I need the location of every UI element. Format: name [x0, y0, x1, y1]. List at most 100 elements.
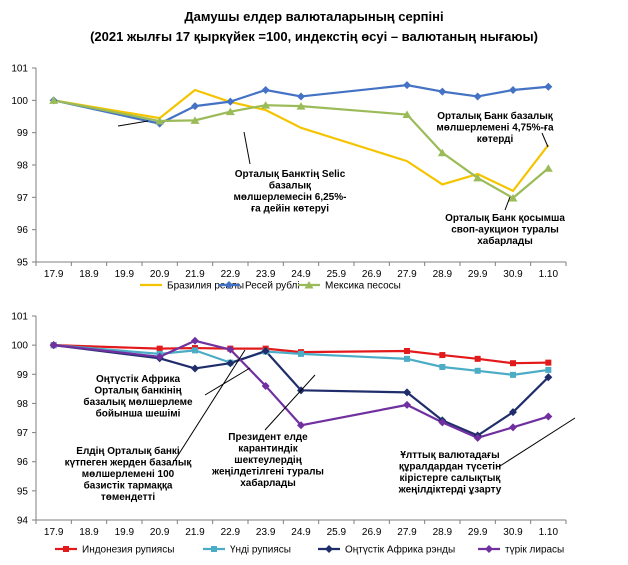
x-tick-label: 28.9 — [433, 269, 453, 280]
annotation-text: Елдің Орталық банкі күтпеген жерден базал… — [65, 445, 192, 503]
y-tick-label: 99 — [17, 370, 29, 381]
data-point-2 — [155, 117, 165, 125]
data-point-3 — [297, 421, 305, 430]
data-point-1 — [403, 81, 411, 90]
data-point-2 — [508, 193, 518, 202]
y-tick-label: 101 — [11, 312, 28, 323]
annotation-text: Орталық Банктің Selic базалық мөлшерлемесі… — [234, 169, 347, 215]
data-point-2 — [403, 388, 411, 397]
data-point-3 — [509, 423, 517, 432]
annotation-leader — [504, 196, 511, 211]
x-tick-label: 29.9 — [468, 527, 488, 538]
data-point-1 — [544, 82, 553, 91]
data-point-1 — [404, 355, 410, 362]
x-tick-label: 25.9 — [327, 527, 347, 538]
x-tick-label: 1.10 — [539, 269, 559, 280]
data-point-2 — [543, 164, 553, 172]
x-tick-label: 26.9 — [362, 527, 382, 538]
x-tick-label: 21.9 — [185, 527, 205, 538]
x-tick-label: 18.9 — [79, 269, 99, 280]
data-point-1 — [474, 367, 481, 374]
data-point-2 — [49, 96, 59, 104]
annotation-text: Президент елде карантиндік шектеулердің жең… — [211, 432, 324, 489]
y-tick-label: 97 — [17, 193, 29, 204]
data-point-0 — [510, 360, 516, 367]
x-tick-label: 26.9 — [362, 269, 382, 280]
chart-subtitle: (2021 жылғы 17 қыркүйек =100, индекстің … — [90, 29, 538, 44]
x-tick-label: 27.9 — [397, 527, 417, 538]
x-tick-label: 20.9 — [150, 527, 170, 538]
data-point-3 — [226, 345, 235, 354]
data-point-1 — [192, 347, 198, 354]
data-point-2 — [473, 173, 483, 182]
annotation-text: Орталық Банк базалық мөлшерлемені 4,75%-ғ… — [436, 110, 554, 145]
x-tick-label: 17.9 — [44, 269, 64, 280]
data-point-3 — [438, 418, 447, 427]
data-point-1 — [473, 92, 482, 101]
y-tick-label: 98 — [17, 399, 29, 410]
x-tick-label: 25.9 — [327, 269, 347, 280]
y-tick-label: 98 — [17, 161, 29, 172]
legend-marker — [325, 545, 333, 553]
data-point-1 — [439, 364, 446, 370]
annotation-leader — [499, 417, 576, 467]
x-tick-label: 24.9 — [291, 269, 311, 280]
x-tick-label: 30.9 — [503, 269, 523, 280]
data-point-1 — [545, 366, 552, 373]
chart-title: Дамушы елдер валюталарының серпіні — [184, 9, 444, 24]
x-tick-label: 21.9 — [185, 269, 205, 280]
legend-label: түрік лирасы — [505, 545, 564, 556]
legend-label: Мексика песосы — [325, 281, 401, 292]
data-point-3 — [191, 336, 199, 345]
x-tick-label: 1.10 — [539, 527, 559, 538]
annotation-leader — [117, 120, 149, 127]
data-point-2 — [402, 110, 412, 119]
legend-marker — [63, 546, 69, 552]
annotation-leader — [541, 132, 549, 148]
chart-bottom: 94 95 96 97 98 99 100 101 17.9 18.9 19.9 20.9 21.9 22… — [11, 312, 576, 556]
annotation-leader — [243, 131, 251, 165]
data-point-2 — [509, 408, 517, 417]
legend-marker — [485, 545, 493, 553]
legend-label: Оңтүстік Африка рэнды — [345, 544, 455, 556]
series-line-0 — [53, 88, 550, 192]
data-point-1 — [191, 102, 199, 111]
x-tick-label: 23.9 — [256, 269, 276, 280]
data-point-0 — [474, 355, 481, 362]
data-point-1 — [438, 87, 447, 96]
data-point-1 — [226, 97, 235, 106]
annotation-leader — [264, 374, 316, 431]
x-tick-label: 19.9 — [115, 527, 135, 538]
x-tick-label: 29.9 — [468, 269, 488, 280]
data-point-0 — [404, 347, 410, 354]
data-point-2 — [296, 102, 306, 110]
data-point-0 — [545, 359, 552, 366]
x-tick-label: 24.9 — [291, 527, 311, 538]
y-tick-label: 100 — [11, 96, 28, 107]
data-point-2 — [191, 364, 199, 373]
legend-marker — [211, 546, 217, 552]
y-tick-label: 95 — [17, 486, 29, 497]
data-point-3 — [261, 381, 270, 390]
data-point-2 — [544, 373, 553, 382]
y-tick-label: 94 — [17, 516, 29, 527]
x-tick-label: 22.9 — [221, 269, 241, 280]
x-tick-label: 17.9 — [44, 527, 64, 538]
y-tick-label: 101 — [11, 64, 28, 75]
legend-label: Үнді рупиясы — [230, 545, 291, 556]
x-tick-label: 22.9 — [221, 527, 241, 538]
y-tick-label: 95 — [17, 258, 29, 269]
legend-marker — [225, 281, 233, 289]
data-point-1 — [261, 85, 270, 94]
data-point-0 — [156, 345, 163, 352]
x-tick-label: 18.9 — [79, 527, 99, 538]
legend-label: Ресей рублі — [245, 280, 300, 292]
legend-label: Бразилия реалы — [167, 281, 244, 292]
data-point-3 — [473, 433, 482, 442]
x-tick-label: 30.9 — [503, 527, 523, 538]
data-point-2 — [225, 107, 235, 116]
annotation-leader — [174, 349, 246, 461]
legend-label: Индонезия рупиясы — [82, 545, 174, 556]
y-tick-label: 97 — [17, 428, 29, 439]
annotation-text: Орталық Банк қосымша своп-аукцион туралы х… — [445, 213, 565, 247]
